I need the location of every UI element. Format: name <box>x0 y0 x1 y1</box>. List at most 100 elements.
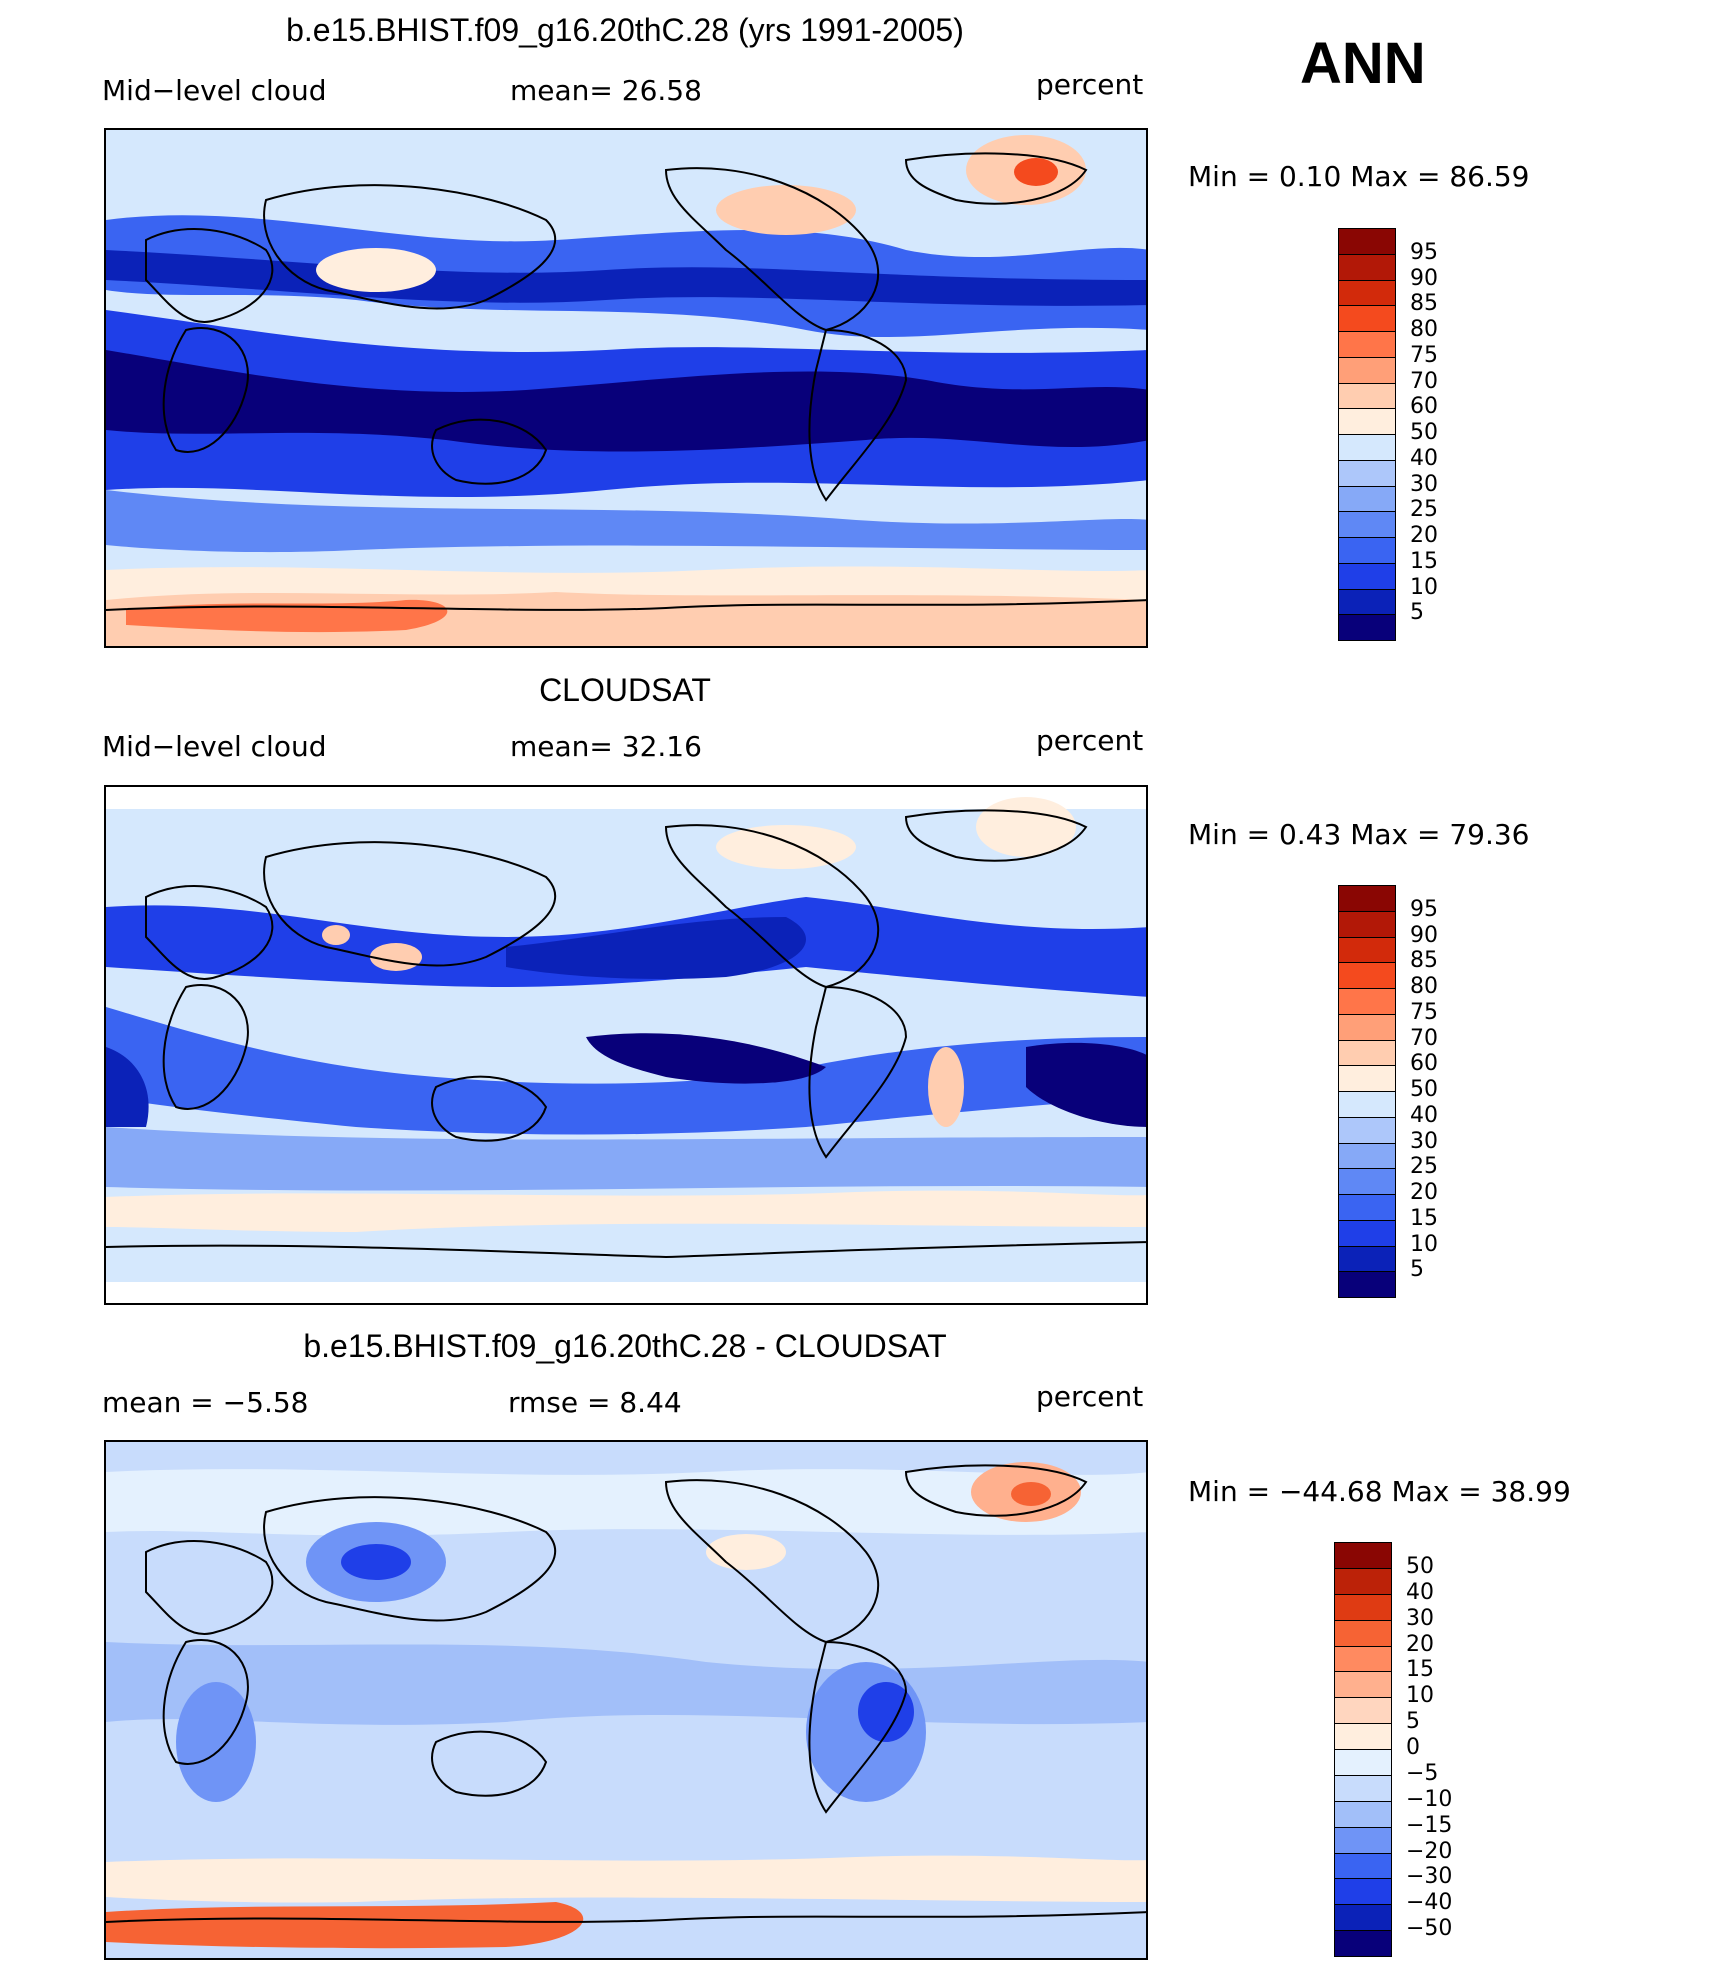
colorbar-tick-label: −15 <box>1406 1812 1453 1838</box>
colorbar-tick-label: 40 <box>1410 445 1438 471</box>
colorbar-segment <box>1338 253 1396 281</box>
colorbar-tick-label: 0 <box>1406 1735 1420 1760</box>
colorbar-segment <box>1338 305 1396 332</box>
colorbar-segment <box>1338 1065 1396 1092</box>
colorbar-tick-label: 70 <box>1410 1025 1438 1051</box>
mean-label: mean= 26.58 <box>510 74 702 107</box>
colorbar-tick-label: 60 <box>1410 1051 1438 1077</box>
colorbar-segment <box>1338 434 1396 461</box>
units-label: percent <box>1036 724 1144 757</box>
minmax-label: Min = −44.68 Max = 38.99 <box>1188 1475 1571 1508</box>
colorbar-tick-label: 60 <box>1410 394 1438 420</box>
colorbar-tick-label: 75 <box>1410 342 1438 368</box>
colorbar-tick-label: −5 <box>1406 1760 1439 1786</box>
colorbar-segment <box>1334 1904 1392 1932</box>
colorbar-segment <box>1338 962 1396 989</box>
colorbar-tick-label: 50 <box>1410 420 1438 445</box>
colorbar-segment <box>1334 1930 1392 1957</box>
colorbar-tick-label: 30 <box>1410 1128 1438 1154</box>
colorbar-tick-label: 75 <box>1410 999 1438 1025</box>
colorbar-segment <box>1338 936 1396 964</box>
minmax-label: Min = 0.43 Max = 79.36 <box>1188 818 1530 851</box>
colorbar-segment <box>1338 614 1396 641</box>
colorbar-tick-label: 10 <box>1406 1683 1434 1709</box>
colorbar-segment <box>1338 331 1396 358</box>
colorbar-tick-label: 80 <box>1410 317 1438 342</box>
colorbar-tick-label: 20 <box>1406 1631 1434 1657</box>
colorbar-segment <box>1338 228 1396 255</box>
colorbar-tick-label: 90 <box>1410 265 1438 291</box>
colorbar-segment <box>1338 1039 1396 1067</box>
colorbar-obs: 95 90 85 80 75 70 60 50 40 30 25 20 15 10 5 <box>1338 885 1438 1298</box>
colorbar-tick-label: −10 <box>1406 1786 1453 1812</box>
colorbar-segment <box>1334 1852 1392 1880</box>
colorbar-tick-label: 5 <box>1406 1709 1420 1735</box>
colorbar-segment <box>1338 485 1396 513</box>
colorbar-segment <box>1334 1645 1392 1673</box>
colorbar-tick-label: 95 <box>1410 896 1438 922</box>
map-field-diff <box>106 1442 1146 1958</box>
colorbar-segment <box>1338 562 1396 590</box>
colorbar-segment <box>1338 382 1396 410</box>
colorbar-tick-label: 15 <box>1406 1657 1434 1683</box>
colorbar-tick-label: −50 <box>1406 1916 1453 1942</box>
colorbar-segment <box>1338 511 1396 538</box>
colorbar-segment <box>1338 1116 1396 1144</box>
colorbar-tick-label: 20 <box>1410 1180 1438 1205</box>
colorbar-segment <box>1338 1245 1396 1273</box>
colorbar-tick-label: 25 <box>1410 497 1438 523</box>
colorbar-segment <box>1338 459 1396 487</box>
colorbar-tick-label: −40 <box>1406 1890 1453 1916</box>
units-label: percent <box>1036 68 1144 101</box>
colorbar-segment <box>1338 1013 1396 1041</box>
colorbar-tick-label: 10 <box>1410 574 1438 600</box>
colorbar-segment <box>1338 910 1396 938</box>
colorbar-tick-label: 30 <box>1410 471 1438 497</box>
colorbar-segment <box>1334 1749 1392 1776</box>
colorbar-tick-label: 90 <box>1410 922 1438 948</box>
colorbar-segment <box>1334 1878 1392 1906</box>
mean-label: mean= 32.16 <box>510 730 702 763</box>
colorbar-tick-label: 20 <box>1410 523 1438 548</box>
panel-title: b.e15.BHIST.f09_g16.20thC.28 - CLOUDSAT <box>303 1328 947 1364</box>
colorbar-tick-label: 30 <box>1406 1605 1434 1631</box>
colorbar-tick-label: 15 <box>1410 1205 1438 1231</box>
colorbar-segment <box>1338 279 1396 307</box>
colorbar-tick-label: −30 <box>1406 1864 1453 1890</box>
colorbar-tick-label: −20 <box>1406 1838 1453 1864</box>
colorbar-tick-label: 95 <box>1410 239 1438 265</box>
colorbar-tick-label: 50 <box>1406 1553 1434 1579</box>
variable-label: Mid−level cloud <box>102 74 327 107</box>
colorbar-tick-label: 10 <box>1410 1231 1438 1257</box>
colorbar-tick-label: 40 <box>1410 1102 1438 1128</box>
colorbar-segment <box>1338 408 1396 435</box>
panel-title: CLOUDSAT <box>539 672 711 708</box>
panel-title: b.e15.BHIST.f09_g16.20thC.28 (yrs 1991-2… <box>286 12 964 48</box>
colorbar-segment <box>1334 1723 1392 1750</box>
colorbar-tick-label: 5 <box>1410 600 1424 626</box>
colorbar-tick-label: 85 <box>1410 948 1438 974</box>
map-field-obs <box>106 787 1146 1303</box>
colorbar-segment <box>1334 1593 1392 1621</box>
colorbar-segment <box>1338 356 1396 384</box>
colorbar-segment <box>1334 1542 1392 1569</box>
colorbar-tick-label: 25 <box>1410 1154 1438 1180</box>
map-obs <box>104 785 1148 1305</box>
colorbar-diff: 50 40 30 20 15 10 5 0 −5 −10 −15 −20 −30 −40 −50 <box>1334 1542 1452 1957</box>
colorbar-segment <box>1334 1619 1392 1647</box>
colorbar-segment <box>1338 1271 1396 1298</box>
colorbar-segment <box>1338 988 1396 1015</box>
colorbar-segment <box>1338 588 1396 616</box>
colorbar-tick-label: 5 <box>1410 1257 1424 1283</box>
minmax-label: Min = 0.10 Max = 86.59 <box>1188 160 1530 193</box>
colorbar-segment <box>1334 1826 1392 1854</box>
colorbar-model: 95 90 85 80 75 70 60 50 40 30 25 20 15 10 5 <box>1338 228 1438 641</box>
units-label: percent <box>1036 1380 1144 1413</box>
colorbar-segment <box>1334 1671 1392 1699</box>
colorbar-segment <box>1338 1091 1396 1118</box>
variable-label: Mid−level cloud <box>102 730 327 763</box>
colorbar-segment <box>1338 1168 1396 1195</box>
colorbar-segment <box>1334 1774 1392 1802</box>
colorbar-segment <box>1334 1697 1392 1725</box>
colorbar-segment <box>1338 537 1396 564</box>
